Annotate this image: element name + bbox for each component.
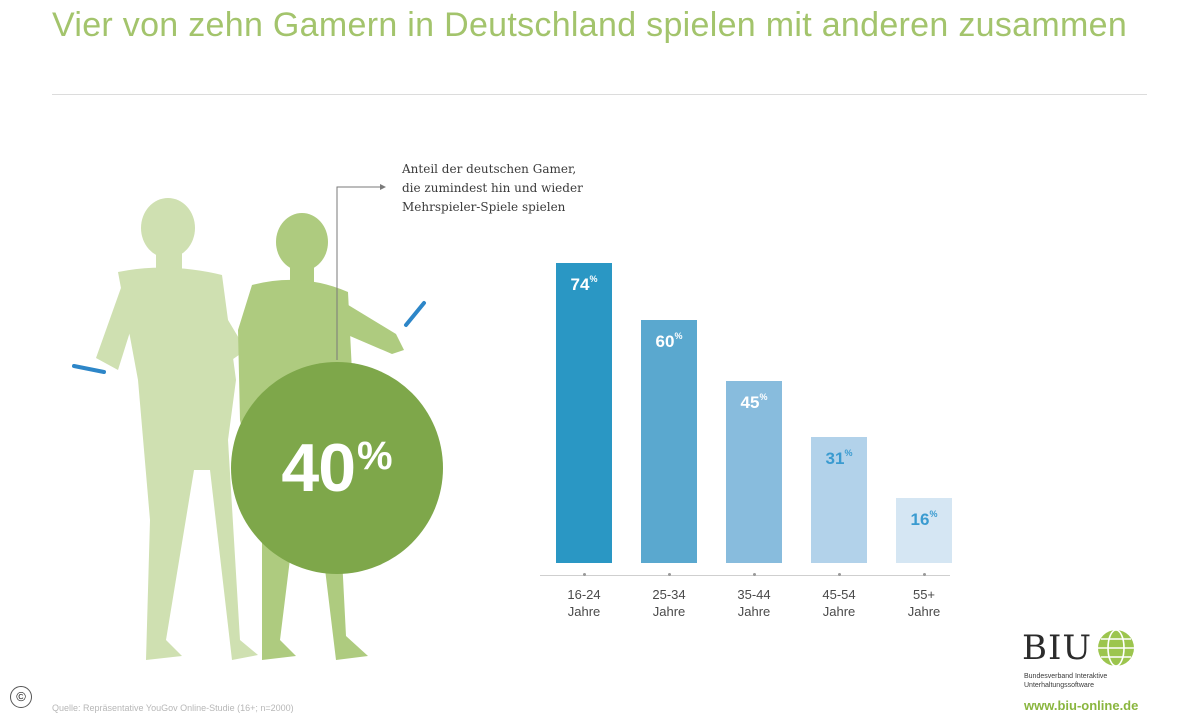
annotation-line: Mehrspieler-Spiele spielen — [402, 200, 566, 214]
gamer-figure-left — [96, 198, 258, 660]
bar-55+ — [896, 498, 952, 563]
page-title: Vier von zehn Gamern in Deutschland spie… — [52, 6, 1128, 44]
biu-logo: BIU — [1022, 628, 1093, 668]
highlight-value: 40 — [281, 430, 356, 506]
annotation-arrow-icon — [380, 184, 386, 190]
x-tick — [753, 573, 756, 576]
source-note: Quelle: Repräsentative YouGov Online-Stu… — [52, 703, 294, 713]
biu-url-link[interactable]: www.biu-online.de — [1024, 698, 1139, 713]
x-tick-label: 55+ Jahre — [907, 587, 941, 619]
biu-org-line: Unterhaltungssoftware — [1024, 682, 1095, 689]
bar-45-54 — [811, 437, 867, 563]
x-tick-label: 35-44 Jahre — [737, 587, 771, 619]
biu-org-line: Bundesverband Interaktive — [1024, 673, 1108, 680]
annotation-line: Anteil der deutschen Gamer, — [402, 162, 577, 176]
x-tick-label: 16-24 Jahre — [567, 587, 601, 619]
bar-16-24 — [556, 263, 612, 563]
highlight-badge: 40 % — [231, 362, 443, 574]
gamers-illustration — [72, 184, 426, 660]
x-tick — [583, 573, 586, 576]
x-axis — [540, 575, 950, 576]
bar-35-44 — [726, 381, 782, 563]
phone-right-icon — [404, 301, 426, 327]
phone-left-icon — [72, 364, 106, 374]
x-tick — [923, 573, 926, 576]
bar-value-label: 45% — [740, 392, 768, 412]
x-tick-label: 25-34 Jahre — [652, 587, 686, 619]
x-tick — [668, 573, 671, 576]
annotation-connector — [336, 186, 380, 360]
x-tick — [838, 573, 841, 576]
annotation-text: Anteil der deutschen Gamer, die zumindes… — [402, 160, 642, 217]
bar-value-label: 16% — [910, 509, 938, 529]
copyright-icon: © — [10, 686, 32, 708]
globe-icon — [1098, 629, 1134, 667]
bar-value-label: 74% — [570, 274, 598, 294]
x-tick-label: 45-54 Jahre — [822, 587, 856, 619]
title-divider — [52, 94, 1147, 95]
biu-organization: Bundesverband Interaktive Unterhaltungss… — [1024, 672, 1107, 690]
annotation-line: die zumindest hin und wieder — [402, 181, 583, 195]
bar-value-label: 60% — [655, 331, 683, 351]
highlight-unit: % — [357, 434, 393, 478]
bar-25-34 — [641, 320, 697, 563]
bar-value-label: 31% — [825, 448, 853, 468]
